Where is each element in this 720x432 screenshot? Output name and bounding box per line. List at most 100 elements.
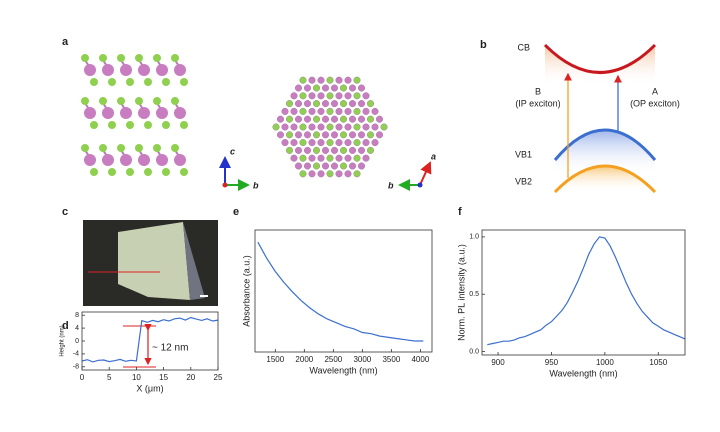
atom-se [180, 78, 188, 86]
atom-se [126, 121, 134, 129]
y-tick-label: 0.5 [469, 291, 479, 298]
atom-lattice [299, 170, 307, 178]
height-annotation: ~ 12 nm [123, 324, 188, 368]
atom-lattice [331, 131, 339, 139]
atom-lattice [322, 115, 330, 123]
y-tick-label: 4 [75, 325, 79, 332]
atom-lattice [313, 100, 321, 108]
atom-lattice [295, 84, 303, 92]
axis-label: b [253, 180, 259, 190]
atom-lattice [331, 100, 339, 108]
atom-metal [174, 64, 186, 76]
x-tick-label: 3000 [353, 355, 371, 364]
atom-se [144, 168, 152, 176]
y-axis-label: Height (nm) [60, 325, 66, 356]
axis-triad-left: c b [219, 146, 259, 191]
atom-lattice [362, 139, 370, 147]
transition-sublabel: (OP exciton) [630, 98, 680, 108]
x-axis-label: Wavelength (nm) [549, 368, 617, 378]
atom-lattice [362, 92, 370, 100]
axis-label: b [388, 180, 394, 190]
atom-lattice [344, 170, 352, 178]
atom-se [171, 97, 179, 105]
atom-lattice [376, 115, 384, 123]
atom-lattice [331, 84, 339, 92]
atom-lattice [304, 115, 312, 123]
axis-arrow [419, 161, 432, 186]
atom-se [99, 144, 107, 152]
optical-image [83, 220, 218, 306]
atom-lattice [281, 123, 289, 131]
x-tick-label: 2500 [324, 355, 342, 364]
charts: 0 5 10 15 20 25 -8 -4 0 4 8 X (μm) Height (nm) 1500 20… [60, 229, 686, 393]
x-tick-label: 1000 [596, 358, 614, 367]
atom-metal [138, 64, 150, 76]
atom-lattice [340, 146, 348, 154]
atom-lattice [317, 92, 325, 100]
atom-lattice [358, 146, 366, 154]
atom-lattice [335, 170, 343, 178]
atom-lattice [335, 139, 343, 147]
atom-lattice [344, 76, 352, 84]
plot-frame [81, 311, 219, 371]
atom-lattice [371, 139, 379, 147]
atom-metal [84, 107, 96, 119]
atom-metal [102, 154, 114, 166]
atom-lattice [331, 162, 339, 170]
atom-lattice [349, 131, 357, 139]
panel-labels: a b c d e f [62, 36, 487, 332]
atom-se [126, 168, 134, 176]
atom-lattice [277, 131, 285, 139]
x-tick-label: 3500 [382, 355, 400, 364]
atom-se [90, 121, 98, 129]
atom-lattice [344, 123, 352, 131]
atom-lattice [286, 100, 294, 108]
atom-lattice [335, 154, 343, 162]
atom-lattice [272, 123, 280, 131]
atom-metal [120, 154, 132, 166]
atom-lattice [290, 92, 298, 100]
atom-se [162, 121, 170, 129]
atom-lattice [304, 84, 312, 92]
atom-lattice [335, 123, 343, 131]
atom-se [135, 97, 143, 105]
plot-frame [481, 229, 686, 356]
atom-lattice [344, 92, 352, 100]
atom-metal [120, 64, 132, 76]
atom-lattice [367, 100, 375, 108]
panel-label: b [480, 39, 487, 51]
atom-se [90, 168, 98, 176]
axis-origin [222, 182, 228, 188]
atom-se [135, 144, 143, 152]
atom-lattice [322, 100, 330, 108]
x-tick-label: 10 [132, 373, 141, 382]
atom-lattice [353, 139, 361, 147]
atom-lattice [340, 131, 348, 139]
vb2-band [553, 164, 657, 194]
data-line [257, 241, 424, 342]
atom-lattice [353, 76, 361, 84]
data-line [81, 316, 219, 363]
atom-se [135, 54, 143, 62]
y-tick-label: 0.0 [469, 348, 479, 355]
atom-lattice [313, 162, 321, 170]
atom-metal [84, 154, 96, 166]
x-tick-label: 15 [159, 373, 168, 382]
atom-lattice [349, 84, 357, 92]
atom-lattice [286, 131, 294, 139]
atom-lattice [308, 107, 316, 115]
atom-lattice [322, 84, 330, 92]
atom-lattice [358, 162, 366, 170]
y-tick-label: -8 [73, 364, 79, 371]
x-tick-label: 1500 [266, 355, 284, 364]
panel-label: c [62, 206, 68, 218]
atom-lattice [322, 131, 330, 139]
y-tick-label: 0 [75, 338, 79, 345]
band-label: VB1 [515, 149, 532, 159]
atom-lattice [313, 131, 321, 139]
atom-lattice [308, 154, 316, 162]
atom-lattice [335, 92, 343, 100]
atom-se [99, 54, 107, 62]
atom-se [108, 78, 116, 86]
panel-label: d [62, 320, 69, 332]
